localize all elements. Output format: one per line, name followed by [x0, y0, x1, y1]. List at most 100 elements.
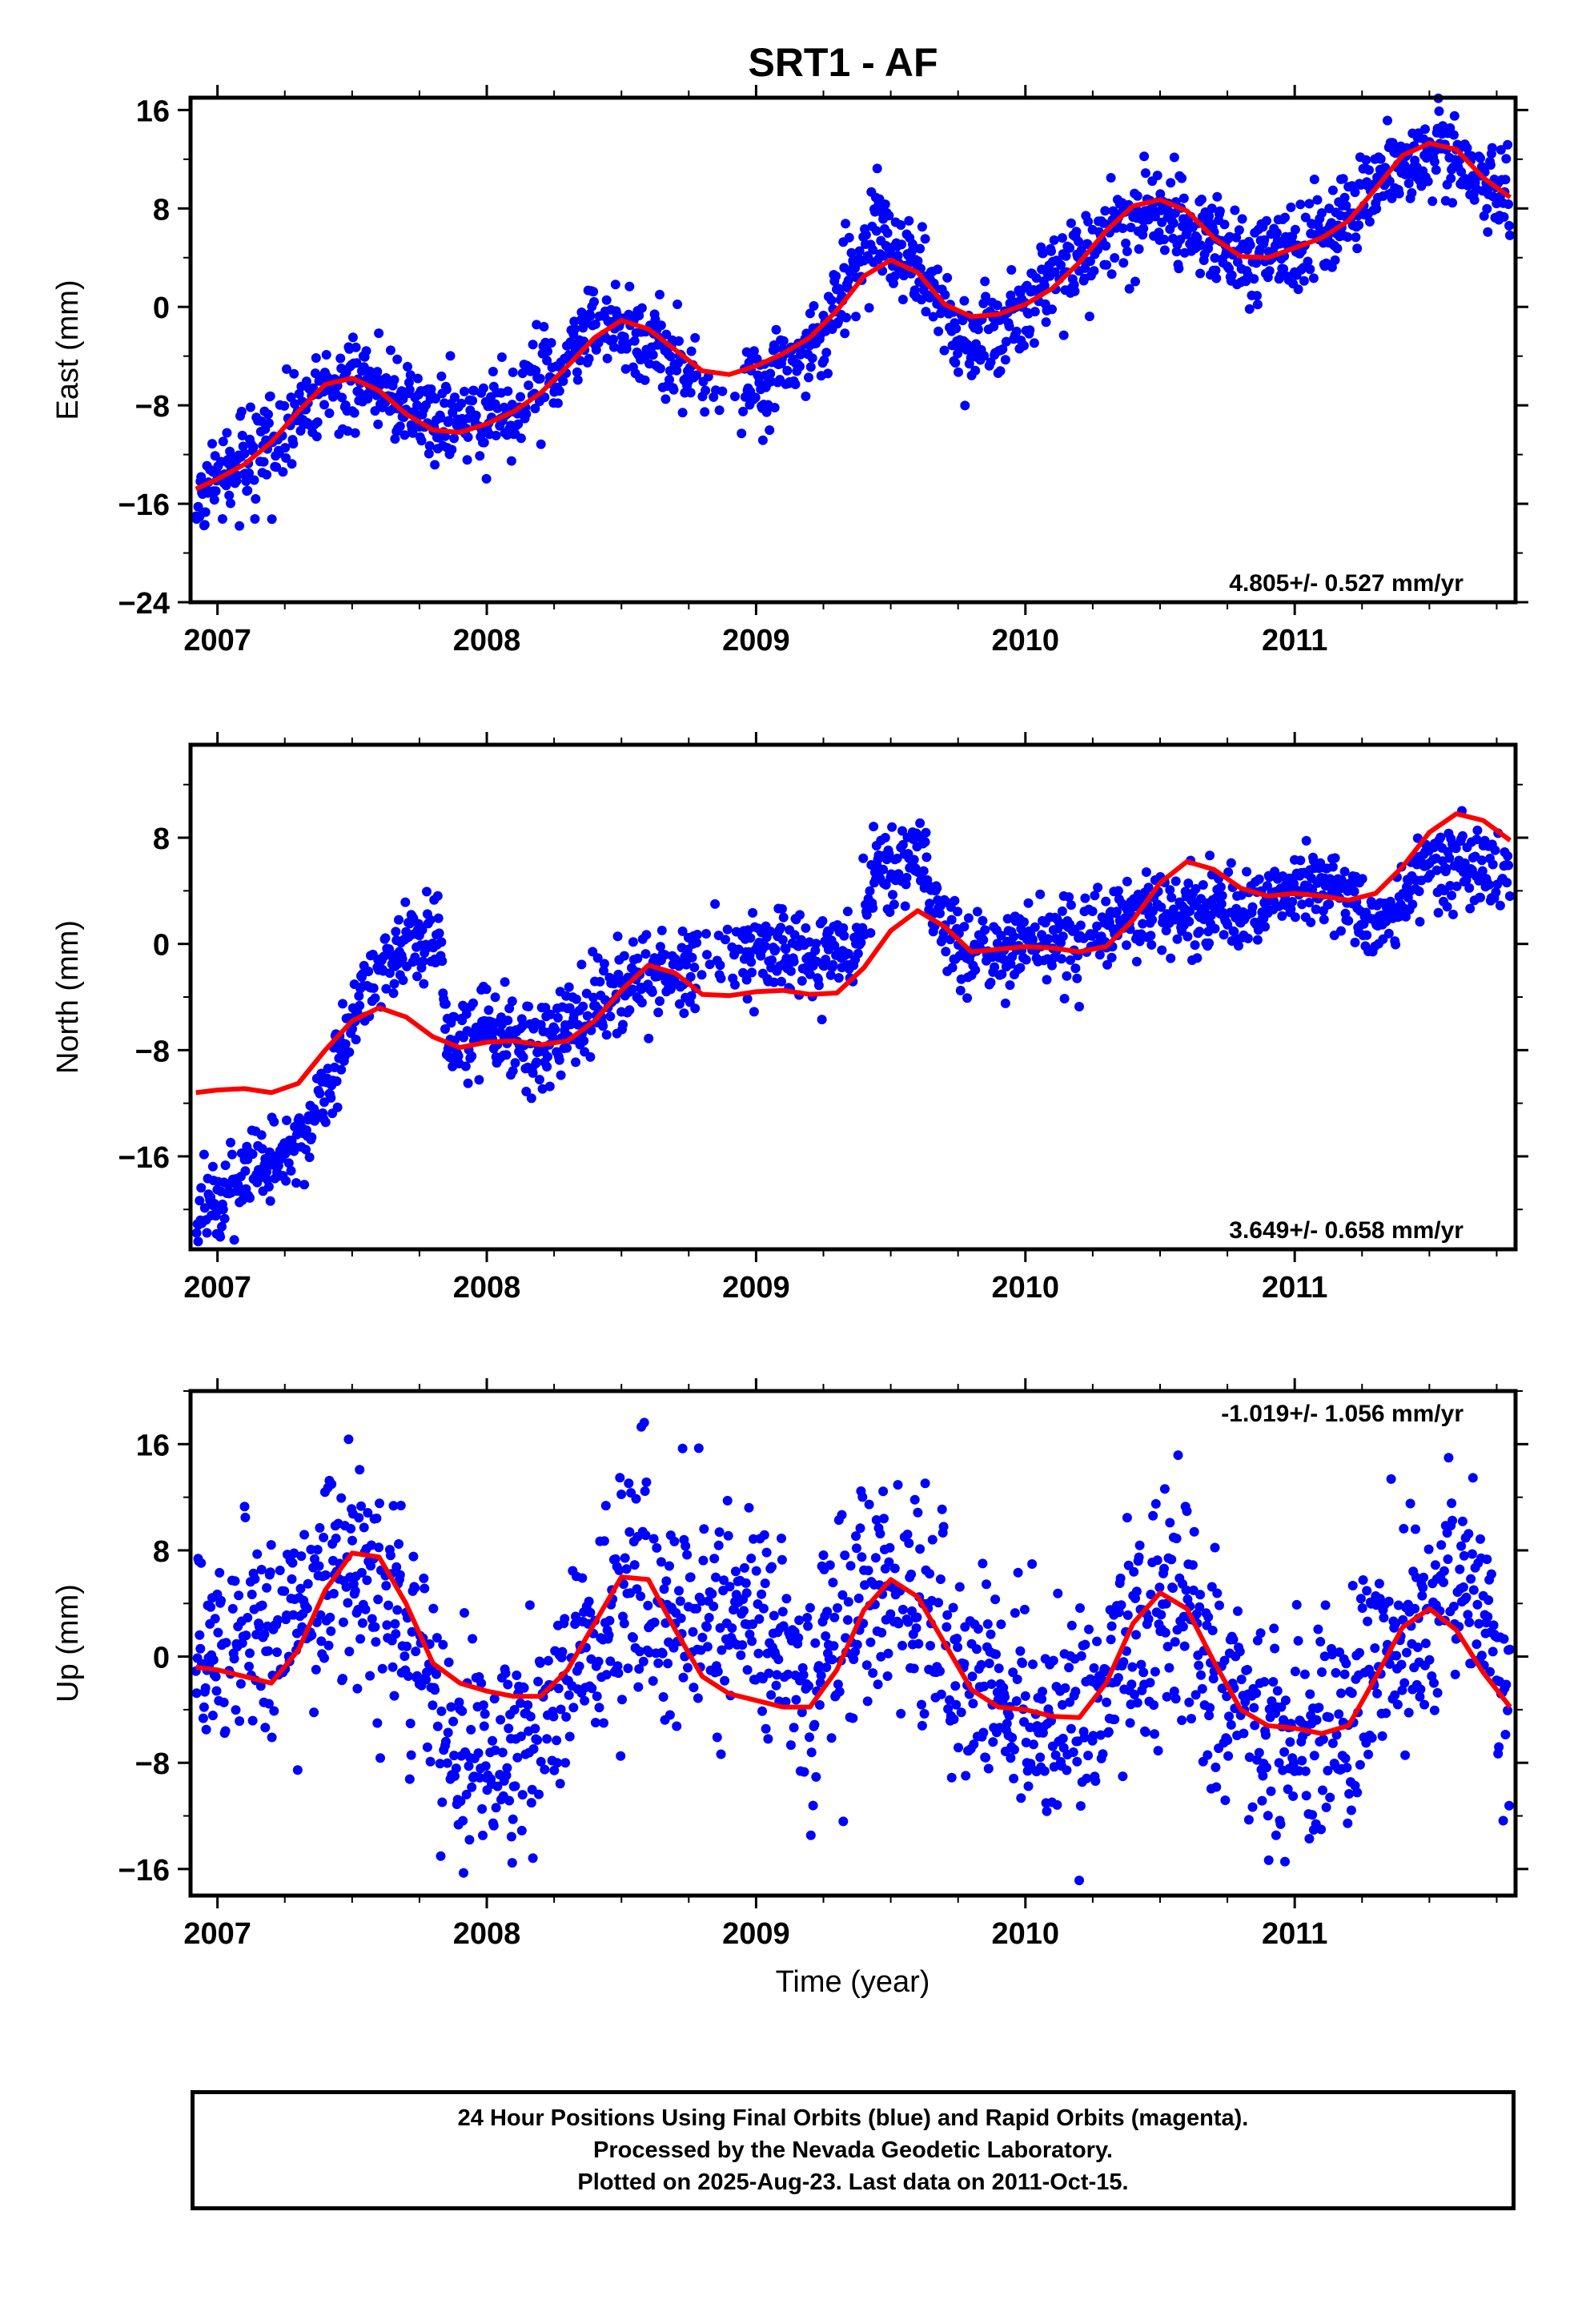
up-data-point — [1309, 1751, 1319, 1761]
north-data-point — [697, 970, 707, 980]
east-data-point — [1249, 274, 1259, 284]
north-data-point — [363, 967, 374, 976]
east-data-point — [833, 317, 843, 327]
up-data-point — [1384, 1659, 1395, 1669]
up-data-point — [777, 1606, 788, 1617]
north-data-point — [605, 1011, 616, 1022]
east-fit-line — [195, 140, 1512, 492]
east-data-point — [528, 340, 538, 350]
east-data-point — [1476, 153, 1485, 163]
up-data-point — [855, 1523, 865, 1534]
up-data-point — [586, 1654, 596, 1664]
north-data-point — [1102, 959, 1112, 970]
east-data-point — [570, 324, 580, 334]
north-data-point — [564, 982, 574, 992]
east-data-point — [447, 444, 457, 455]
up-data-point — [1208, 1674, 1219, 1684]
east-data-point — [634, 311, 644, 320]
north-data-point — [256, 1130, 267, 1140]
up-data-point — [1127, 1662, 1138, 1672]
up-plot-frame — [188, 1389, 1518, 1898]
east-data-point — [854, 246, 865, 256]
up-data-point — [1249, 1703, 1259, 1713]
up-data-point — [391, 1629, 401, 1639]
north-data-point — [733, 944, 744, 955]
up-data-point — [269, 1706, 279, 1716]
up-data-point — [319, 1532, 329, 1542]
up-data-point — [1149, 1700, 1159, 1711]
east-data-point — [1041, 317, 1051, 328]
east-data-point — [372, 367, 383, 377]
up-data-point — [1118, 1657, 1129, 1667]
north-data-point — [229, 1235, 239, 1245]
up-data-point — [934, 1598, 944, 1608]
north-data-point — [562, 1043, 572, 1053]
east-data-point — [1122, 246, 1132, 256]
up-data-point — [355, 1465, 365, 1475]
up-data-point — [1430, 1560, 1440, 1570]
east-data-point — [478, 383, 488, 393]
east-data-point — [1339, 192, 1350, 203]
up-data-point — [758, 1603, 769, 1614]
east-x-tick-label: 2009 — [722, 624, 790, 657]
north-data-point — [1093, 883, 1103, 893]
up-data-point — [926, 1641, 935, 1651]
north-data-point — [1319, 915, 1329, 925]
east-data-point — [588, 287, 599, 297]
north-data-point — [595, 976, 605, 987]
east-data-point — [1219, 219, 1230, 230]
up-data-point — [1436, 1540, 1447, 1550]
east-data-point — [749, 346, 759, 356]
up-data-point — [374, 1542, 384, 1553]
east-data-point — [622, 338, 632, 348]
east-data-point — [365, 366, 375, 376]
up-data-point — [1363, 1749, 1374, 1759]
east-data-point — [979, 351, 990, 361]
up-x-tick-label: 2007 — [183, 1917, 251, 1951]
up-data-point — [902, 1530, 913, 1539]
north-data-point — [1243, 933, 1253, 943]
up-data-point — [634, 1664, 644, 1674]
east-data-point — [436, 371, 447, 381]
north-data-point — [579, 1035, 589, 1046]
up-data-point — [683, 1663, 693, 1673]
north-data-point — [1488, 859, 1498, 870]
up-data-point — [516, 1825, 527, 1835]
north-data-point — [1277, 911, 1287, 921]
up-data-point — [1271, 1830, 1281, 1840]
up-data-point — [235, 1679, 246, 1689]
east-data-point — [805, 362, 816, 372]
up-data-point — [341, 1582, 351, 1592]
up-data-point — [347, 1535, 357, 1546]
up-data-point — [818, 1550, 829, 1560]
east-data-point — [934, 326, 944, 336]
east-data-point — [879, 251, 889, 261]
east-data-point — [593, 338, 604, 348]
north-data-point — [1042, 975, 1052, 985]
east-data-point — [1065, 243, 1075, 253]
up-data-point — [1009, 1773, 1019, 1783]
north-y-tick-label: 0 — [153, 929, 170, 963]
east-data-point — [737, 428, 747, 439]
north-data-point — [1204, 938, 1215, 948]
east-data-point — [714, 405, 725, 416]
east-data-point — [1230, 205, 1240, 215]
north-data-point — [853, 948, 863, 959]
east-data-point — [404, 384, 415, 395]
up-data-point — [759, 1530, 769, 1540]
east-data-point — [864, 303, 874, 313]
east-data-point — [1000, 355, 1010, 365]
north-data-point — [1101, 896, 1111, 907]
north-data-point — [842, 907, 853, 917]
north-data-point — [1383, 928, 1394, 939]
up-y-tick-label: −16 — [118, 1854, 170, 1888]
north-data-point — [644, 1033, 654, 1043]
up-data-point — [1297, 1755, 1307, 1766]
up-data-point — [885, 1542, 895, 1553]
north-data-point — [868, 903, 878, 913]
east-data-point — [1126, 223, 1136, 232]
up-data-point — [763, 1734, 773, 1744]
north-data-point — [627, 984, 637, 995]
east-data-point — [1140, 168, 1150, 179]
up-data-point — [736, 1650, 746, 1660]
